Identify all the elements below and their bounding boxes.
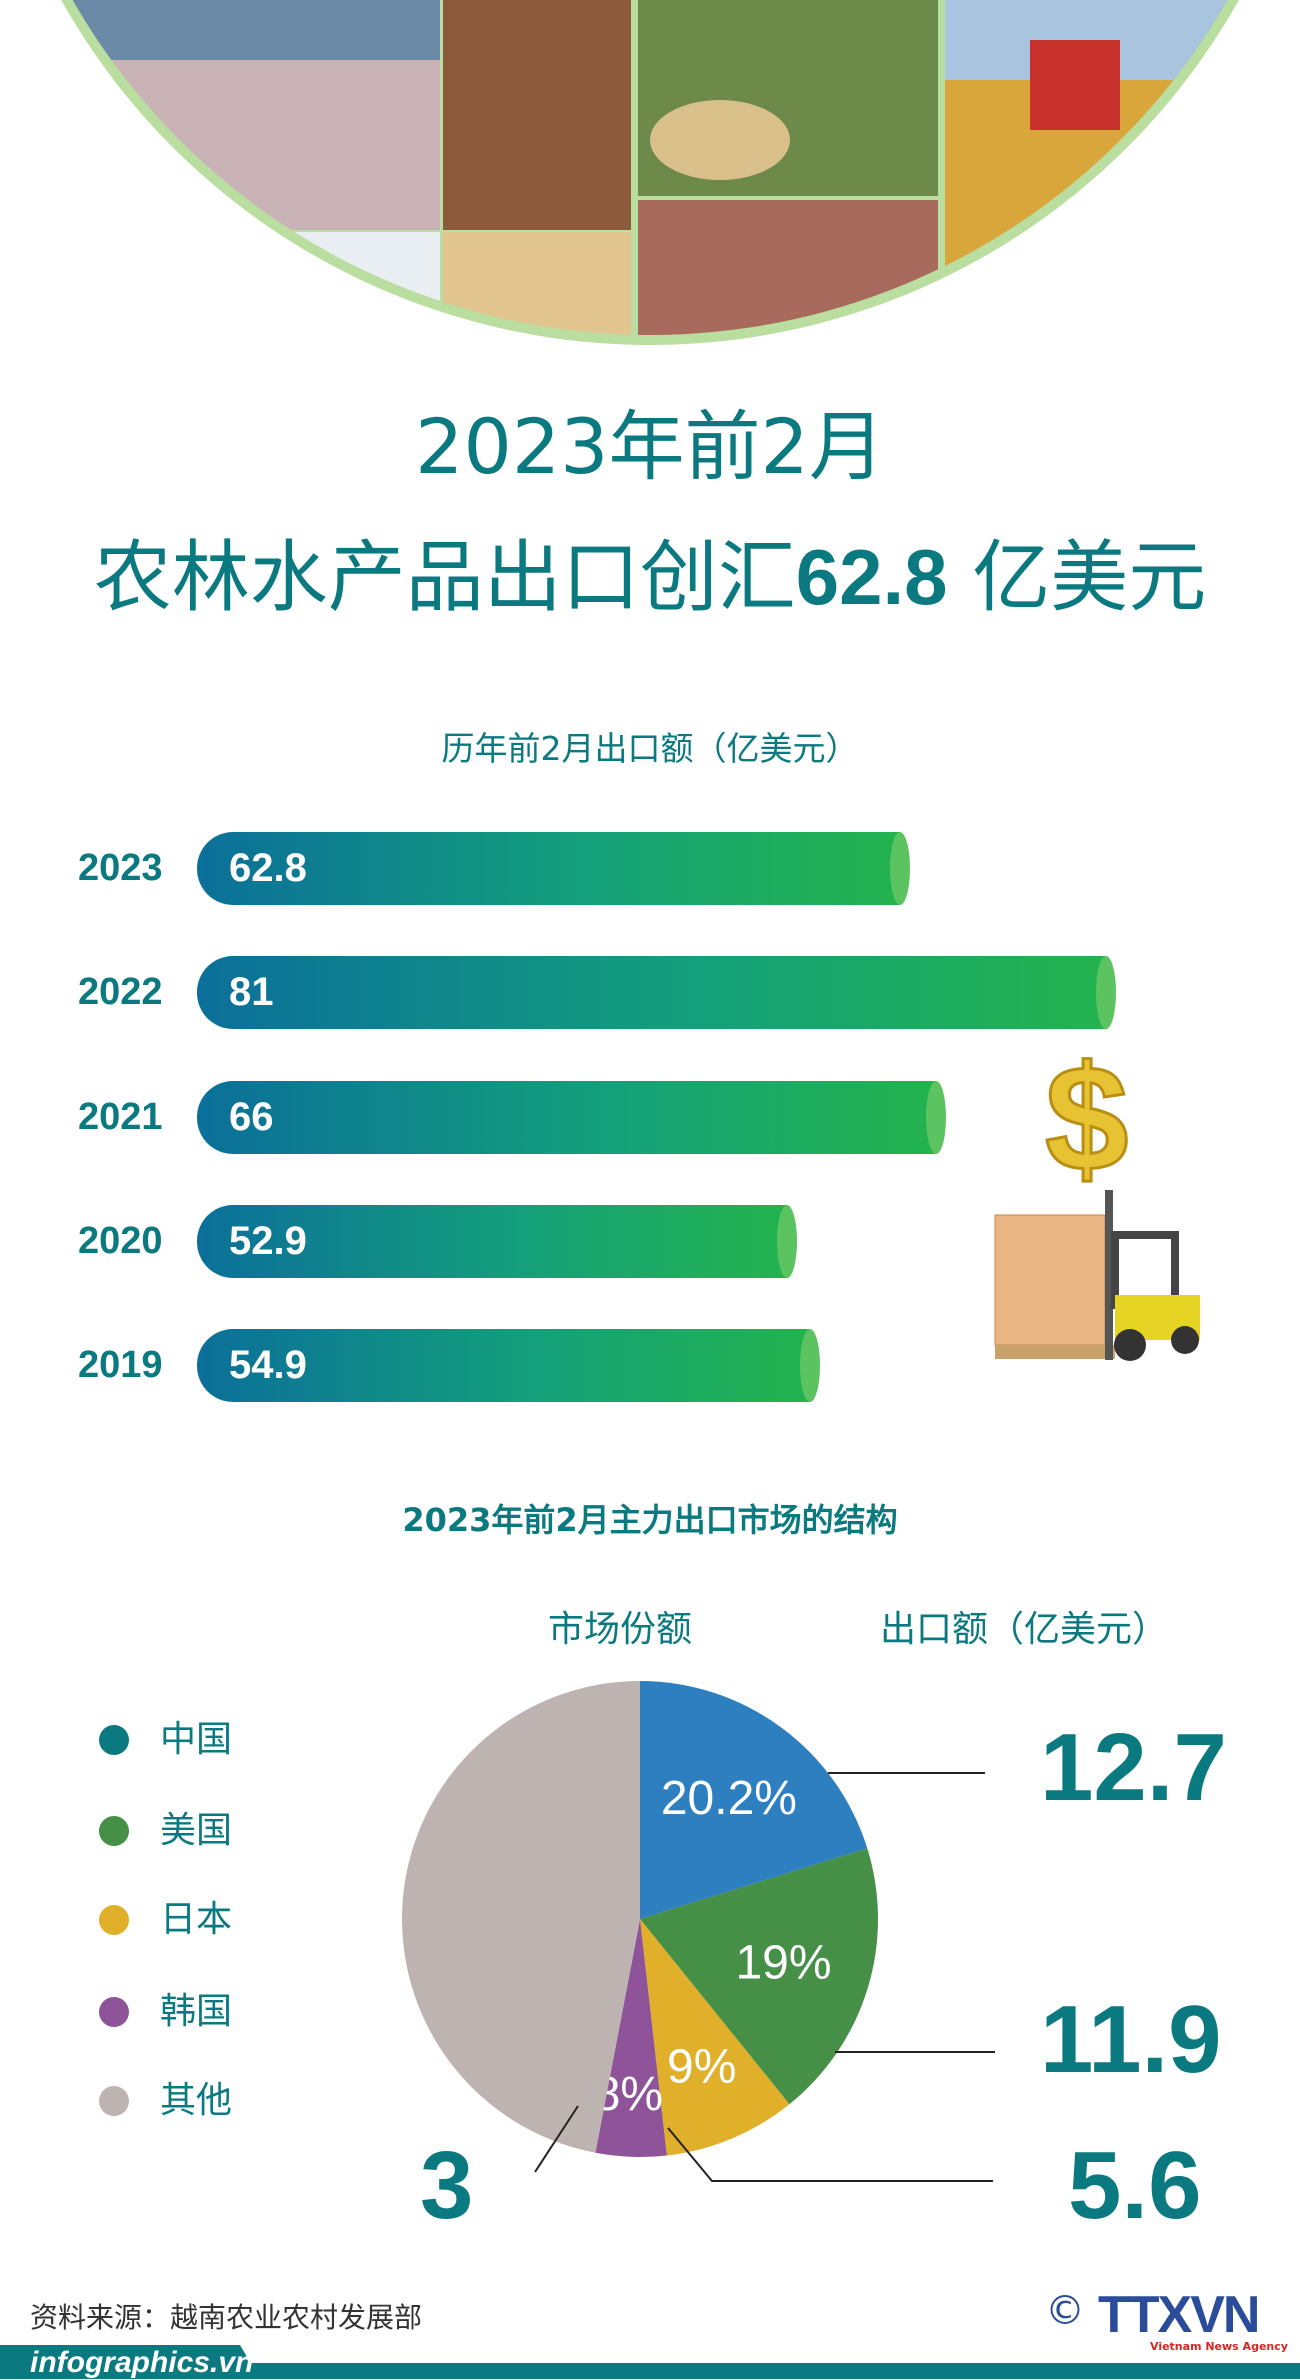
pie-share-label: 20.2% xyxy=(661,1772,797,1825)
value-china: 12.7 xyxy=(1040,1714,1227,1821)
bar-value-label: 52.9 xyxy=(229,1219,307,1263)
footer-strip xyxy=(0,2345,1300,2379)
share-header: 市场份额 xyxy=(548,1609,693,1650)
pie-share-label: 9% xyxy=(667,2041,736,2094)
leader-line xyxy=(667,2127,993,2182)
forklift-dollar-icon: $ xyxy=(994,1040,1200,1361)
bar-2023: 62.8 xyxy=(197,832,910,905)
ttxvn-logo: TTXVN xyxy=(1098,2286,1260,2344)
bar-category-label: 2019 xyxy=(78,1344,163,1386)
page-title-line2: 农林水产品出口创汇62.8 亿美元 xyxy=(0,515,1300,627)
leader-line xyxy=(534,2105,579,2173)
pie-slice-3 xyxy=(595,1919,667,2158)
value-usa: 11.9 xyxy=(1040,1986,1222,2093)
value-japan: 5.6 xyxy=(1068,2132,1202,2239)
legend-label: 日本 xyxy=(160,1899,233,1940)
svg-text:$: $ xyxy=(1045,1040,1128,1202)
logo-tagline: Vietnam News Agency xyxy=(1150,2340,1288,2353)
copyright-icon: © xyxy=(1045,2288,1085,2334)
legend-dot xyxy=(99,1997,129,2027)
header-photo-collage xyxy=(0,0,1300,345)
bar-value-label: 54.9 xyxy=(229,1343,307,1387)
source-note: 资料来源：越南农业农村发展部 xyxy=(30,2301,423,2334)
bar-2020: 52.9 xyxy=(197,1205,798,1278)
bar-value-label: 66 xyxy=(229,1095,274,1139)
bar-category-label: 2022 xyxy=(78,971,163,1013)
value-korea: 3 xyxy=(420,2132,474,2239)
legend-label: 韩国 xyxy=(160,1991,233,2032)
bar-2019: 54.9 xyxy=(197,1329,821,1402)
bar-value-label: 62.8 xyxy=(229,846,307,890)
legend-dot xyxy=(99,2086,129,2116)
pie-slice-4 xyxy=(401,1681,640,2153)
legend-dot xyxy=(99,1725,129,1755)
legend-dot xyxy=(99,1905,129,1935)
pie-chart-title: 2023年前2月主力出口市场的结构 xyxy=(402,1501,898,1539)
photo-lab xyxy=(0,232,440,335)
title-value: 62.8 xyxy=(795,533,948,621)
pie-share-label: 19% xyxy=(735,1937,831,1990)
legend-label: 中国 xyxy=(160,1719,233,1760)
bar-category-label: 2023 xyxy=(78,847,163,889)
legend-label: 美国 xyxy=(160,1810,233,1851)
legend-dot xyxy=(99,1816,129,1846)
page-title-line1: 2023年前2月 xyxy=(415,402,885,491)
site-link[interactable]: infographics.vn xyxy=(30,2346,254,2379)
pie-share-label: 4.8% xyxy=(554,2068,663,2121)
pie-slice-1 xyxy=(640,1848,879,2105)
bar-chart-title: 历年前2月出口额（亿美元） xyxy=(441,729,859,768)
value-header: 出口额（亿美元） xyxy=(880,1609,1169,1650)
legend-label: 其他 xyxy=(160,2080,233,2121)
photo-coffee xyxy=(443,0,631,230)
bar-value-label: 81 xyxy=(229,970,274,1014)
bar-2021: 66 xyxy=(197,1081,947,1154)
pie-slice-0 xyxy=(640,1681,868,1919)
bar-category-label: 2021 xyxy=(78,1096,163,1138)
title-unit: 亿美元 xyxy=(947,533,1207,623)
bar-category-label: 2020 xyxy=(78,1220,163,1262)
pie-slice-2 xyxy=(640,1919,790,2156)
title-text: 农林水产品出口创汇 xyxy=(93,533,796,623)
bar-2022: 81 xyxy=(197,956,1117,1029)
